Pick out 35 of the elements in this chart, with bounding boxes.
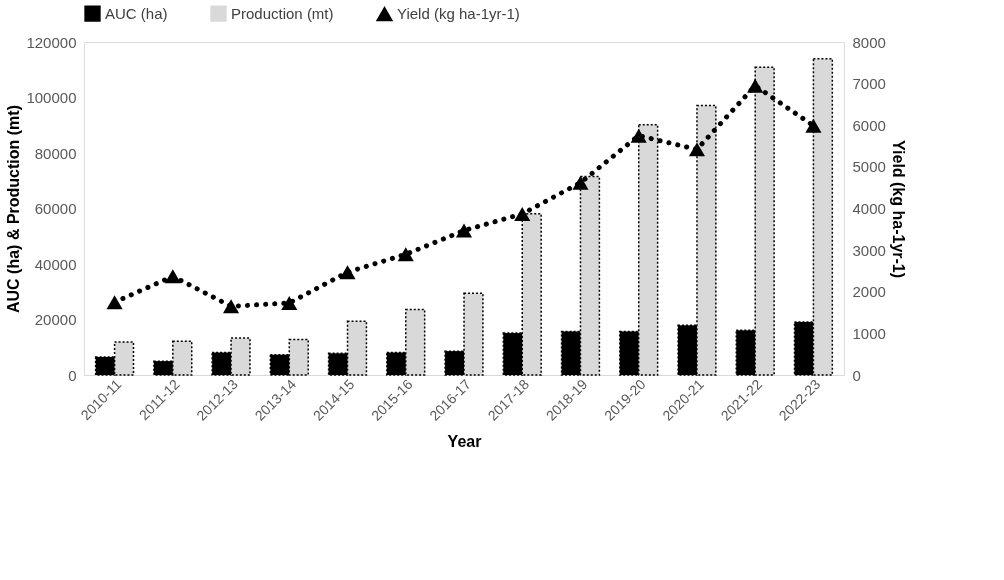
point xyxy=(397,247,414,262)
y2-tick-label: 7000 xyxy=(852,75,886,93)
y-tick-label: 120000 xyxy=(26,33,77,51)
y-tick-label: 100000 xyxy=(26,89,77,106)
point xyxy=(222,299,240,314)
y-tick-label: 20000 xyxy=(34,311,77,328)
y2-tick-label: 8000 xyxy=(852,33,886,51)
point xyxy=(572,175,589,190)
y2-tick-label: 5000 xyxy=(852,158,886,176)
point xyxy=(630,128,647,143)
y-tick-label: 0 xyxy=(68,366,77,384)
y2-tick-label: 1000 xyxy=(852,324,886,342)
point xyxy=(164,269,181,284)
point xyxy=(455,223,473,238)
legend-label: AUC (ha) xyxy=(105,4,168,22)
point xyxy=(514,206,531,221)
y2-tick-label: 4000 xyxy=(852,200,886,217)
y2-tick-label: 2000 xyxy=(852,283,886,301)
y2-tick-label: 0 xyxy=(852,366,861,384)
y-tick-label: 60000 xyxy=(34,200,77,217)
legend-label: Production (mt) xyxy=(231,4,334,22)
point xyxy=(281,296,298,310)
y2-tick-label: 6000 xyxy=(852,116,886,134)
point xyxy=(688,142,706,157)
point xyxy=(106,295,123,310)
y-tick-label: 80000 xyxy=(34,144,77,162)
y-tick-label: 40000 xyxy=(34,255,77,273)
y-axis-title: AUC (ha) & Production (mt) xyxy=(5,105,23,313)
x-axis-title: Year xyxy=(447,432,482,450)
point xyxy=(805,118,822,133)
y2-tick-label: 3000 xyxy=(852,241,886,259)
point xyxy=(339,265,356,280)
point xyxy=(747,78,764,93)
legend-label: Yield (kg ha-1yr-1) xyxy=(397,5,520,23)
y2-axis-title: Yield (kg ha-1yr-1) xyxy=(889,139,907,279)
